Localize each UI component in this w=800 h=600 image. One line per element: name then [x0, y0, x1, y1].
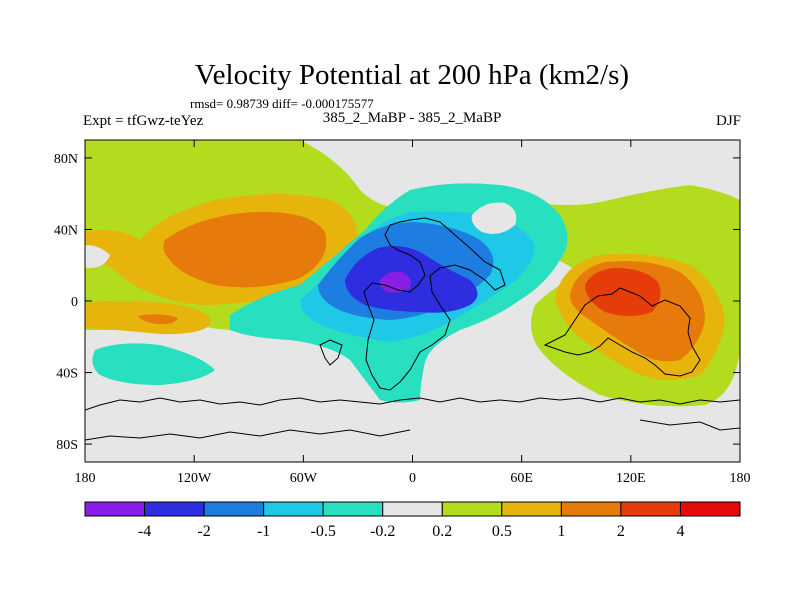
y-tick-label: 40N [54, 223, 78, 238]
colorbar-swatch [441, 501, 503, 517]
x-tick-label: 120W [177, 471, 212, 486]
x-tick-label: 0 [409, 471, 416, 486]
colorbar-swatch [560, 501, 622, 517]
colorbar-swatch [679, 501, 741, 517]
x-tick-label: 60W [290, 471, 318, 486]
region-south-pacific-neg [92, 343, 215, 385]
colorbar-label: -0.5 [311, 523, 336, 540]
region-maritime-2 [585, 268, 661, 316]
x-tick-label: 180 [730, 471, 751, 486]
colorbar-label: 2 [617, 523, 625, 540]
coast-antarctica-2 [85, 429, 411, 441]
center-label: 385_2_MaBP - 385_2_MaBP [323, 110, 502, 126]
colorbar-swatch [263, 501, 324, 517]
colorbar-label: -2 [197, 523, 210, 540]
chart-subtitle: rmsd= 0.98739 diff= -0.000175577 [190, 96, 374, 111]
coast-americas [319, 339, 343, 366]
colorbar-swatch [322, 501, 384, 517]
y-tick-label: 80S [56, 438, 78, 453]
coast-antarctica-3 [639, 419, 740, 431]
coastlines [85, 217, 740, 441]
colorbar-swatch [203, 501, 265, 517]
region-north-atlantic-white [471, 202, 517, 234]
region-south-pacific-1 [138, 314, 178, 325]
plot-area [85, 140, 740, 462]
chart-title: Velocity Potential at 200 hPa (km2/s) [195, 59, 629, 91]
y-tick-label: 40S [56, 367, 78, 382]
x-axis: 180 120W 60W 0 60E 120E 180 [75, 140, 751, 486]
colorbar-swatch [382, 501, 443, 517]
left-label: Expt = tfGwz-teYez [83, 113, 204, 129]
region-north-pacific-1 [163, 211, 327, 288]
colorbar: -4 -2 -1 -0.5 -0.2 0.2 0.5 1 2 4 [84, 501, 741, 540]
coast-asia [543, 287, 701, 377]
colorbar-swatch [84, 501, 146, 517]
right-label: DJF [716, 113, 741, 129]
colorbar-label: 0.5 [492, 523, 512, 540]
colorbar-label: 0.2 [432, 523, 452, 540]
y-tick-label: 80N [54, 152, 78, 167]
colorbar-label: -0.2 [370, 523, 395, 540]
colorbar-label: -1 [257, 523, 270, 540]
x-tick-label: 60E [510, 471, 533, 486]
x-tick-label: 120E [616, 471, 646, 486]
colorbar-swatch [501, 501, 562, 517]
region-atlantic-neg-4 [379, 271, 411, 293]
y-tick-label: 0 [71, 295, 78, 310]
colorbar-swatch [620, 501, 681, 517]
x-tick-label: 180 [75, 471, 96, 486]
region-west-pacific-white [85, 245, 110, 268]
y-axis: 80N 40N 0 40S 80S [54, 152, 740, 453]
colorbar-label: 1 [557, 523, 565, 540]
region-atlantic-neg-2 [345, 246, 478, 313]
colorbar-label: -4 [138, 523, 151, 540]
coast-europe-africa [363, 217, 506, 391]
colorbar-swatch [144, 501, 205, 517]
colorbar-label: 4 [676, 523, 684, 540]
coast-antarctica [85, 397, 740, 411]
